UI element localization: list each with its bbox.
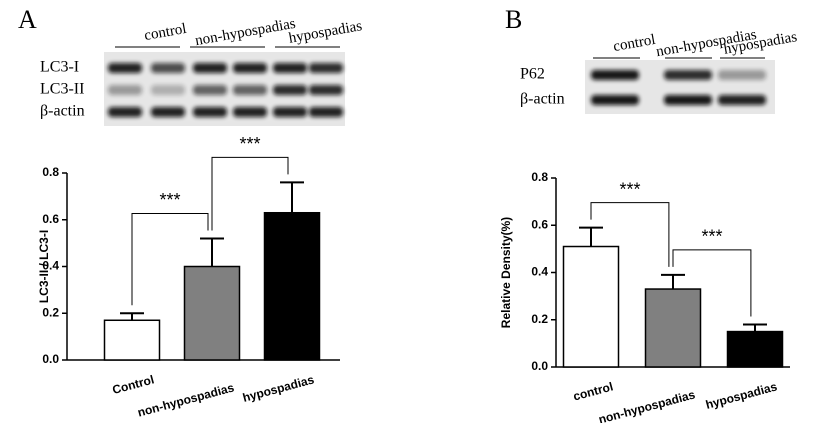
blot-band bbox=[233, 63, 267, 73]
blot-group-label: non-hypospadias bbox=[194, 16, 297, 49]
significance-label: *** bbox=[701, 227, 722, 247]
blot-band bbox=[309, 107, 343, 117]
x-tick-label: control bbox=[572, 379, 615, 403]
bar bbox=[103, 319, 161, 361]
blot-band bbox=[151, 107, 185, 117]
blot-band bbox=[309, 85, 343, 95]
blot-band bbox=[273, 85, 307, 95]
y-tick-label: 0.2 bbox=[42, 305, 59, 319]
y-tick-label: 0.2 bbox=[531, 312, 548, 326]
bar bbox=[263, 211, 321, 361]
y-tick-label: 0.6 bbox=[42, 212, 59, 226]
y-tick-label: 0.6 bbox=[531, 217, 548, 231]
significance-bracket bbox=[672, 249, 752, 317]
significance-bracket bbox=[590, 202, 670, 267]
y-tick-label: 0.0 bbox=[531, 359, 548, 373]
blot-band bbox=[233, 107, 267, 117]
panel-label: A bbox=[18, 5, 37, 34]
x-tick-label: hypospadias bbox=[704, 379, 779, 412]
significance-label: *** bbox=[619, 179, 640, 199]
significance-bracket bbox=[131, 212, 209, 306]
x-tick-label: hypospadias bbox=[241, 372, 316, 405]
blot-group-label: hypospadias bbox=[287, 18, 363, 47]
blot-band bbox=[309, 63, 343, 73]
panel-label: B bbox=[505, 5, 522, 34]
significance-bracket bbox=[211, 156, 289, 231]
blot-band bbox=[273, 63, 307, 73]
blot-group-label: control bbox=[612, 32, 657, 55]
blot-band bbox=[591, 70, 639, 80]
blot-band bbox=[151, 85, 185, 95]
blot-row-label: β-actin bbox=[40, 103, 85, 120]
blot-band bbox=[108, 63, 142, 73]
y-axis-label: Relative Density(%) bbox=[499, 217, 513, 328]
bar bbox=[562, 245, 620, 368]
y-axis-label: LC3-II / LC3-I bbox=[37, 230, 51, 303]
blot-band bbox=[664, 70, 712, 80]
blot-band bbox=[718, 70, 766, 80]
y-tick-label: 0.4 bbox=[42, 259, 59, 273]
blot-row-label: LC3-II bbox=[40, 81, 84, 98]
bar bbox=[644, 288, 702, 368]
blot-band bbox=[273, 107, 307, 117]
significance-label: *** bbox=[239, 134, 260, 154]
y-tick-label: 0.4 bbox=[531, 265, 548, 279]
blot-band bbox=[193, 85, 227, 95]
bar bbox=[726, 330, 784, 368]
blot-band bbox=[108, 85, 142, 95]
blot-band bbox=[664, 95, 712, 105]
blot-band bbox=[233, 85, 267, 95]
blot-background bbox=[585, 60, 775, 114]
y-tick-label: 0.0 bbox=[42, 352, 59, 366]
y-tick-label: 0.8 bbox=[531, 170, 548, 184]
blot-band bbox=[193, 107, 227, 117]
significance-label: *** bbox=[159, 190, 180, 210]
blot-group-label: control bbox=[143, 21, 188, 44]
blot-band bbox=[591, 95, 639, 105]
blot-row-label: LC3-I bbox=[40, 59, 79, 76]
blot-band bbox=[718, 95, 766, 105]
blot-row-label: β-actin bbox=[520, 91, 565, 108]
blot-band bbox=[108, 107, 142, 117]
blot-row-label: P62 bbox=[520, 66, 545, 83]
y-tick-label: 0.8 bbox=[42, 165, 59, 179]
blot-band bbox=[193, 63, 227, 73]
bar bbox=[183, 265, 241, 361]
x-tick-label: Control bbox=[111, 372, 156, 397]
blot-band bbox=[151, 63, 185, 73]
